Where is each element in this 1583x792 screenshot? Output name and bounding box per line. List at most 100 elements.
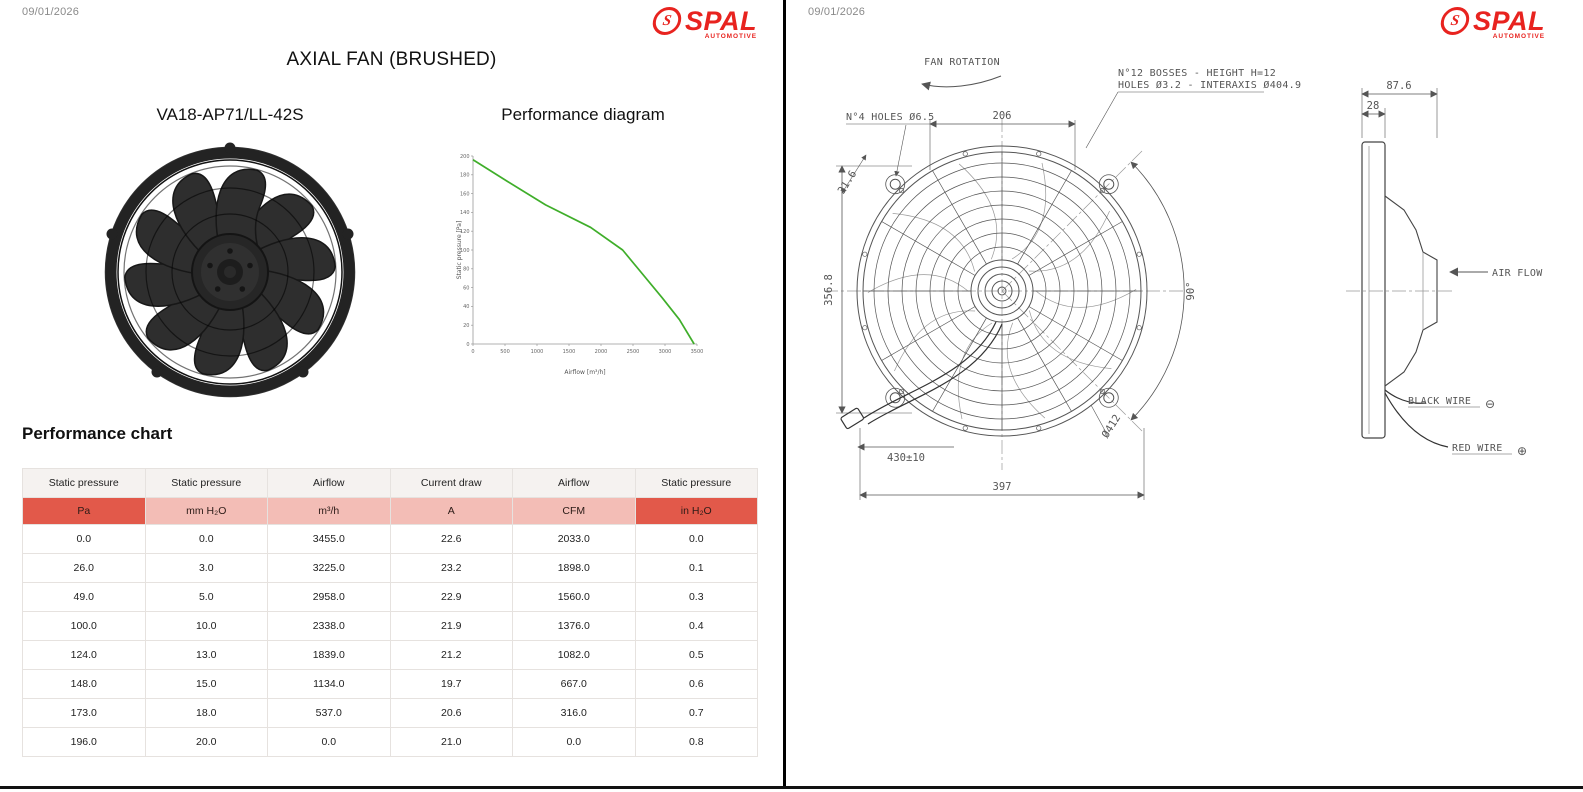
table-body: 0.0 0.0 3455.0 22.6 2033.0 0.0 26.0 3.0 3225.0 23… <box>22 524 758 757</box>
table-row: 196.0 20.0 0.0 21.0 0.0 0.8 <box>22 727 758 757</box>
date-right: 09/01/2026 <box>808 6 866 18</box>
dim-31-6-line <box>841 154 867 194</box>
svg-text:200: 200 <box>460 154 470 160</box>
fan-rotation-label: FAN ROTATION <box>924 57 1000 68</box>
dim-430: 430±10 <box>887 452 925 464</box>
table-cell: 0.3 <box>634 582 758 612</box>
table-cell: 1560.0 <box>512 582 636 612</box>
datasheet-page-left: 09/01/2026 S SPAL AUTOMOTIVE AXIAL FAN (… <box>0 0 783 789</box>
page-title: AXIAL FAN (BRUSHED) <box>286 49 497 70</box>
fan-side-view <box>1346 141 1454 448</box>
table-cell: 124.0 <box>22 640 146 670</box>
dim-87-6-lines <box>1361 88 1438 138</box>
table-cell: 18.0 <box>144 698 268 728</box>
table-cell: 2033.0 <box>512 524 636 554</box>
table-cell: 3225.0 <box>267 553 391 583</box>
fan-front-view <box>856 145 1148 437</box>
svg-text:Airflow [m³/h]: Airflow [m³/h] <box>564 369 605 376</box>
table-cell: 2338.0 <box>267 611 391 641</box>
svg-text:180: 180 <box>460 173 470 179</box>
table-cell: 0.5 <box>634 640 758 670</box>
technical-drawing: FAN ROTATION N°12 BOSSES - HEIGHT H=12 H… <box>823 57 1543 500</box>
spal-logo-text: SPAL <box>684 5 757 36</box>
dim-206: 206 <box>993 110 1012 122</box>
table-row: 100.0 10.0 2338.0 21.9 1376.0 0.4 <box>22 611 758 641</box>
table-cell: 316.0 <box>512 698 636 728</box>
table-cell: 1839.0 <box>267 640 391 670</box>
svg-text:100: 100 <box>460 248 470 254</box>
table-cell: 0.0 <box>634 524 758 554</box>
table-cell: 0.0 <box>22 524 146 554</box>
spal-logo-subtext: AUTOMOTIVE <box>704 33 757 40</box>
fan-photo-mount-tabs <box>106 142 354 378</box>
table-cell: 3455.0 <box>267 524 391 554</box>
fan-photo <box>104 142 356 398</box>
table-cell: 0.4 <box>634 611 758 641</box>
table-row: 26.0 3.0 3225.0 23.2 1898.0 0.1 <box>22 553 758 583</box>
table-cell: 10.0 <box>144 611 268 641</box>
svg-text:2500: 2500 <box>627 349 640 355</box>
svg-text:3000: 3000 <box>659 349 672 355</box>
table-row: 148.0 15.0 1134.0 19.7 667.0 0.6 <box>22 669 758 699</box>
svg-text:0: 0 <box>471 349 474 355</box>
red-wire-plus-icon: ⊕ <box>1517 444 1527 458</box>
column-unit: in H₂O <box>634 497 758 525</box>
table-units-row: Pa mm H₂O m³/h A CFM in H₂O <box>22 497 758 525</box>
table-cell: 1376.0 <box>512 611 636 641</box>
performance-diagram-title: Performance diagram <box>501 105 665 124</box>
dim-90: 90° <box>1185 282 1197 301</box>
fan-model-title: VA18-AP71/LL-42S <box>156 105 304 124</box>
performance-chart-title: Performance chart <box>22 424 173 443</box>
column-unit: A <box>389 497 513 525</box>
spal-logo-s: S <box>661 12 673 29</box>
dim-356-8: 356.8 <box>823 274 835 306</box>
table-cell: 537.0 <box>267 698 391 728</box>
page-divider <box>783 0 786 789</box>
column-unit: mm H₂O <box>144 497 268 525</box>
black-wire-minus-icon: ⊖ <box>1485 397 1495 411</box>
column-header: Airflow <box>267 468 391 498</box>
page-bottom-edge <box>0 786 1583 789</box>
svg-text:Static pressure [Pa]: Static pressure [Pa] <box>456 221 463 280</box>
table-cell: 3.0 <box>144 553 268 583</box>
svg-text:1000: 1000 <box>531 349 544 355</box>
spal-logo-icon: S <box>650 7 684 35</box>
table-cell: 15.0 <box>144 669 268 699</box>
table-row: 173.0 18.0 537.0 20.6 316.0 0.7 <box>22 698 758 728</box>
column-header: Current draw <box>389 468 513 498</box>
table-cell: 0.6 <box>634 669 758 699</box>
table-cell: 196.0 <box>22 727 146 757</box>
black-wire-label: BLACK WIRE <box>1408 396 1471 407</box>
bosses-note-line2: HOLES Ø3.2 - INTERAXIS Ø404.9 <box>1118 79 1301 91</box>
dim-28: 28 <box>1367 100 1380 112</box>
table-cell: 26.0 <box>22 553 146 583</box>
table-cell: 5.0 <box>144 582 268 612</box>
dim-28-lines <box>1361 108 1386 138</box>
table-cell: 20.6 <box>389 698 513 728</box>
table-header-row: Static pressure Static pressure Airflow Cur… <box>22 468 758 498</box>
chart-line <box>472 159 695 345</box>
dim-31-6: 31.6 <box>836 169 860 197</box>
red-wire-label: RED WIRE <box>1452 443 1503 454</box>
fan-rotation-arrow <box>921 75 1002 91</box>
table-cell: 100.0 <box>22 611 146 641</box>
table-cell: 1082.0 <box>512 640 636 670</box>
holes-note-leader <box>894 124 907 177</box>
datasheet-page-right: 09/01/2026 S SPAL AUTOMOTIVE <box>786 0 1583 789</box>
table-cell: 21.9 <box>389 611 513 641</box>
bosses-note-line1: N°12 BOSSES - HEIGHT H=12 <box>1118 68 1276 79</box>
dim-87-6: 87.6 <box>1386 80 1411 92</box>
fan-photo-ring-inner-edge <box>117 159 343 385</box>
table-row: 49.0 5.0 2958.0 22.9 1560.0 0.3 <box>22 582 758 612</box>
table-cell: 23.2 <box>389 553 513 583</box>
svg-text:500: 500 <box>500 349 510 355</box>
table-cell: 0.0 <box>144 524 268 554</box>
svg-text:3500: 3500 <box>691 349 704 355</box>
performance-table-grid: Static pressure Static pressure Airflow Cur… <box>22 468 758 757</box>
table-cell: 20.0 <box>144 727 268 757</box>
table-cell: 21.0 <box>389 727 513 757</box>
svg-text:2000: 2000 <box>595 349 608 355</box>
svg-text:0: 0 <box>466 342 469 348</box>
spal-logo-subtext: AUTOMOTIVE <box>1492 33 1545 40</box>
table-cell: 667.0 <box>512 669 636 699</box>
